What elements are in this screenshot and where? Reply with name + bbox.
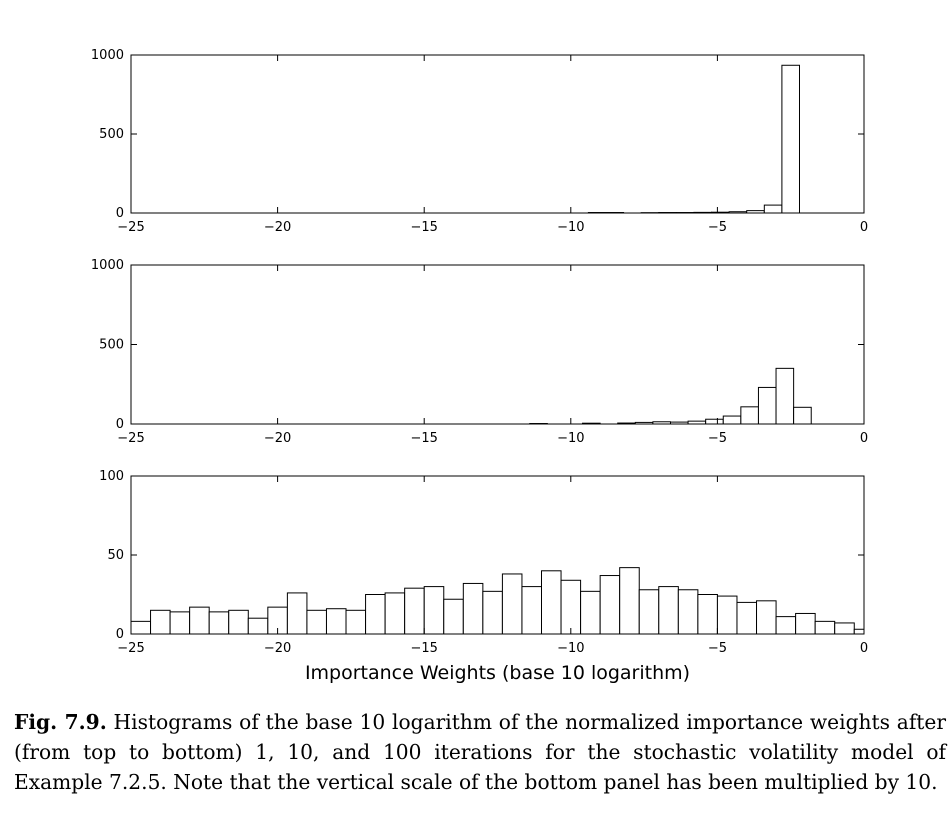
panel-3-bar-17 [443, 598, 464, 635]
panel-3-bar-10 [306, 609, 327, 635]
panel-2-ytick-label: 1000 [91, 258, 124, 273]
panel-3-xaxis-label: Importance Weights (base 10 logarithm) [305, 662, 690, 684]
panel-3-bar-27 [638, 589, 660, 635]
panel-3-bar-16 [423, 586, 445, 635]
panel-1-xtick-label: 0 [860, 220, 868, 235]
panel-3-bar-13 [365, 594, 386, 635]
panel-3-xtick-label: −15 [410, 641, 437, 656]
panel-3-bar-29 [677, 589, 699, 635]
panel-1-xtick-label: −25 [117, 220, 144, 235]
panel-3-bar-15 [404, 587, 425, 635]
panel-3-bar-32 [736, 601, 758, 635]
panel-3-bar-7 [247, 617, 269, 635]
panel-1-xtick-label: −20 [264, 220, 291, 235]
panel-1-ytick-label: 1000 [91, 48, 124, 63]
panel-2-bar-8 [705, 418, 724, 425]
panel-2-ytick-label: 500 [99, 338, 124, 353]
panel-3-ytick-label: 50 [107, 548, 124, 563]
figure-caption: Fig. 7.9. Histograms of the base 10 loga… [14, 707, 946, 797]
panel-1-bar-9 [763, 204, 783, 214]
panel-3-bar-18 [462, 582, 484, 635]
panel-1-bar-10 [781, 64, 800, 214]
panel-3-bar-2 [150, 609, 171, 635]
panel-1-xtick-label: −5 [708, 220, 727, 235]
panel-3-bar-24 [580, 590, 601, 635]
panel-3-ytick-label: 100 [99, 469, 124, 484]
panel-3-bar-1 [130, 620, 152, 635]
panel-2-bar-9 [722, 415, 742, 425]
panel-3-bar-30 [697, 594, 718, 635]
panel-2-xtick-label: −5 [708, 431, 727, 446]
panel-3-bar-38 [853, 628, 865, 635]
panel-2-xtick-label: −25 [117, 431, 144, 446]
panel-2-ytick-label: 0 [116, 417, 124, 432]
panel-3-bar-19 [482, 590, 503, 635]
panel-1-xtick-label: −15 [410, 220, 437, 235]
panel-3-bar-25 [599, 575, 621, 635]
panel-2-xtick-label: −15 [410, 431, 437, 446]
panel-3-ytick-label: 0 [116, 627, 124, 642]
panel-3-bar-4 [189, 606, 210, 635]
panel-3-bar-33 [756, 600, 777, 635]
panel-2-bar-10 [740, 406, 759, 425]
caption-text: Histograms of the base 10 logarithm of t… [14, 710, 946, 794]
caption-label: Fig. 7.9. [14, 710, 107, 734]
panel-3-bar-12 [345, 609, 367, 635]
panel-1-ytick-label: 500 [99, 127, 124, 142]
panel-3-xtick-label: −5 [708, 641, 727, 656]
panel-2-axes-box [130, 264, 865, 425]
panel-3-xtick-label: −10 [557, 641, 584, 656]
panel-3-bar-34 [775, 616, 797, 635]
panel-3-xtick-label: −20 [264, 641, 291, 656]
panel-2-bar-11 [757, 386, 777, 425]
panel-3-bar-22 [541, 570, 562, 635]
panel-2-bar-12 [775, 367, 795, 425]
panel-2-xtick-label: 0 [860, 431, 868, 446]
panel-3-bar-31 [716, 595, 738, 635]
panel-3-xtick-label: −25 [117, 641, 144, 656]
panel-1-xtick-label: −10 [557, 220, 584, 235]
panel-3-bar-23 [560, 579, 582, 635]
panel-3-bar-5 [208, 611, 230, 635]
panel-3-bar-6 [228, 609, 249, 635]
panel-2-bar-13 [793, 406, 812, 425]
panel-1-ytick-label: 0 [116, 206, 124, 221]
panel-2-xtick-label: −20 [264, 431, 291, 446]
panel-3-bar-26 [619, 567, 640, 635]
panel-3-bar-28 [658, 586, 679, 635]
panel-3-bar-20 [501, 573, 523, 635]
panel-3-bar-3 [169, 611, 191, 635]
panel-1-axes-box [130, 54, 865, 214]
panel-3-bar-11 [325, 608, 347, 635]
panel-3-xtick-label: 0 [860, 641, 868, 656]
panel-3-bar-14 [384, 592, 406, 635]
panel-3-bar-9 [286, 592, 308, 635]
panel-3-bar-21 [521, 586, 543, 635]
panel-3-bar-37 [834, 622, 855, 635]
panel-2-xtick-label: −10 [557, 431, 584, 446]
panel-3-bar-36 [814, 620, 836, 635]
panel-3-bar-35 [795, 612, 816, 635]
